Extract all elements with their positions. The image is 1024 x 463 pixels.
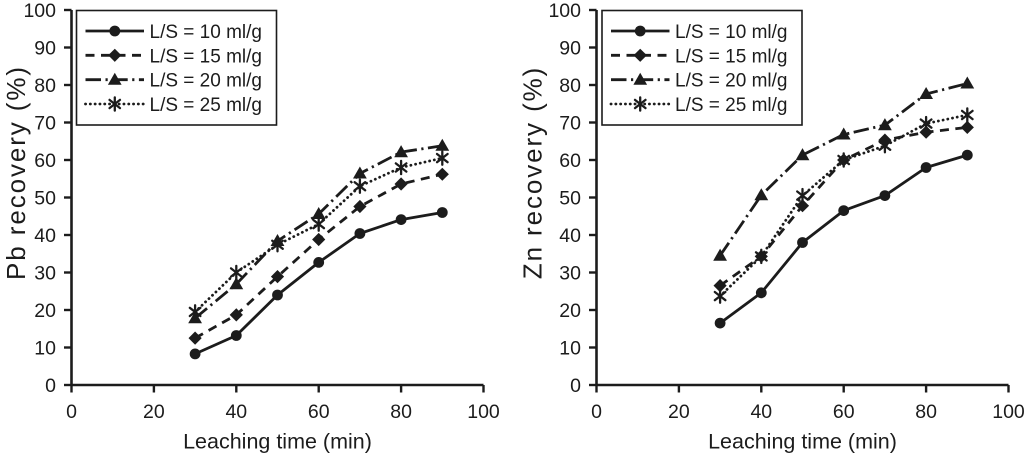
svg-text:90: 90 xyxy=(559,38,581,60)
svg-text:100: 100 xyxy=(467,401,500,423)
svg-text:20: 20 xyxy=(143,401,165,423)
svg-text:60: 60 xyxy=(559,150,581,172)
svg-text:70: 70 xyxy=(559,113,581,135)
svg-text:80: 80 xyxy=(390,401,412,423)
svg-text:50: 50 xyxy=(34,188,56,210)
svg-text:40: 40 xyxy=(225,401,247,423)
svg-text:100: 100 xyxy=(548,0,581,22)
svg-text:80: 80 xyxy=(915,401,937,423)
svg-text:40: 40 xyxy=(750,401,772,423)
svg-text:0: 0 xyxy=(45,375,56,397)
svg-text:60: 60 xyxy=(308,401,330,423)
svg-text:20: 20 xyxy=(34,300,56,322)
svg-text:Zn recovery (%): Zn recovery (%) xyxy=(518,66,548,279)
svg-text:30: 30 xyxy=(559,263,581,285)
svg-text:60: 60 xyxy=(34,150,56,172)
svg-text:L/S = 25 ml/g: L/S = 25 ml/g xyxy=(150,95,262,116)
svg-text:10: 10 xyxy=(34,338,56,360)
svg-text:100: 100 xyxy=(23,0,56,22)
svg-text:50: 50 xyxy=(559,188,581,210)
svg-text:L/S = 20 ml/g: L/S = 20 ml/g xyxy=(150,71,262,92)
svg-text:L/S = 15 ml/g: L/S = 15 ml/g xyxy=(675,46,787,67)
svg-text:L/S = 20 ml/g: L/S = 20 ml/g xyxy=(675,71,787,92)
svg-text:80: 80 xyxy=(34,75,56,97)
svg-text:90: 90 xyxy=(34,38,56,60)
svg-text:Leaching time (min): Leaching time (min) xyxy=(183,430,372,454)
svg-text:Leaching time (min): Leaching time (min) xyxy=(708,430,897,454)
svg-text:40: 40 xyxy=(34,225,56,247)
svg-text:L/S = 10 ml/g: L/S = 10 ml/g xyxy=(675,22,787,43)
svg-text:L/S = 15 ml/g: L/S = 15 ml/g xyxy=(150,46,262,67)
svg-text:L/S = 25 ml/g: L/S = 25 ml/g xyxy=(675,95,787,116)
svg-text:100: 100 xyxy=(992,401,1024,423)
svg-text:10: 10 xyxy=(559,338,581,360)
svg-text:Pb recovery (%): Pb recovery (%) xyxy=(1,65,31,280)
svg-text:0: 0 xyxy=(570,375,581,397)
svg-text:30: 30 xyxy=(34,263,56,285)
svg-text:60: 60 xyxy=(833,401,855,423)
svg-text:20: 20 xyxy=(668,401,690,423)
svg-text:20: 20 xyxy=(559,300,581,322)
svg-text:40: 40 xyxy=(559,225,581,247)
svg-text:80: 80 xyxy=(559,75,581,97)
svg-text:L/S = 10 ml/g: L/S = 10 ml/g xyxy=(150,22,262,43)
svg-text:70: 70 xyxy=(34,113,56,135)
svg-text:0: 0 xyxy=(591,401,602,423)
svg-text:0: 0 xyxy=(66,401,77,423)
